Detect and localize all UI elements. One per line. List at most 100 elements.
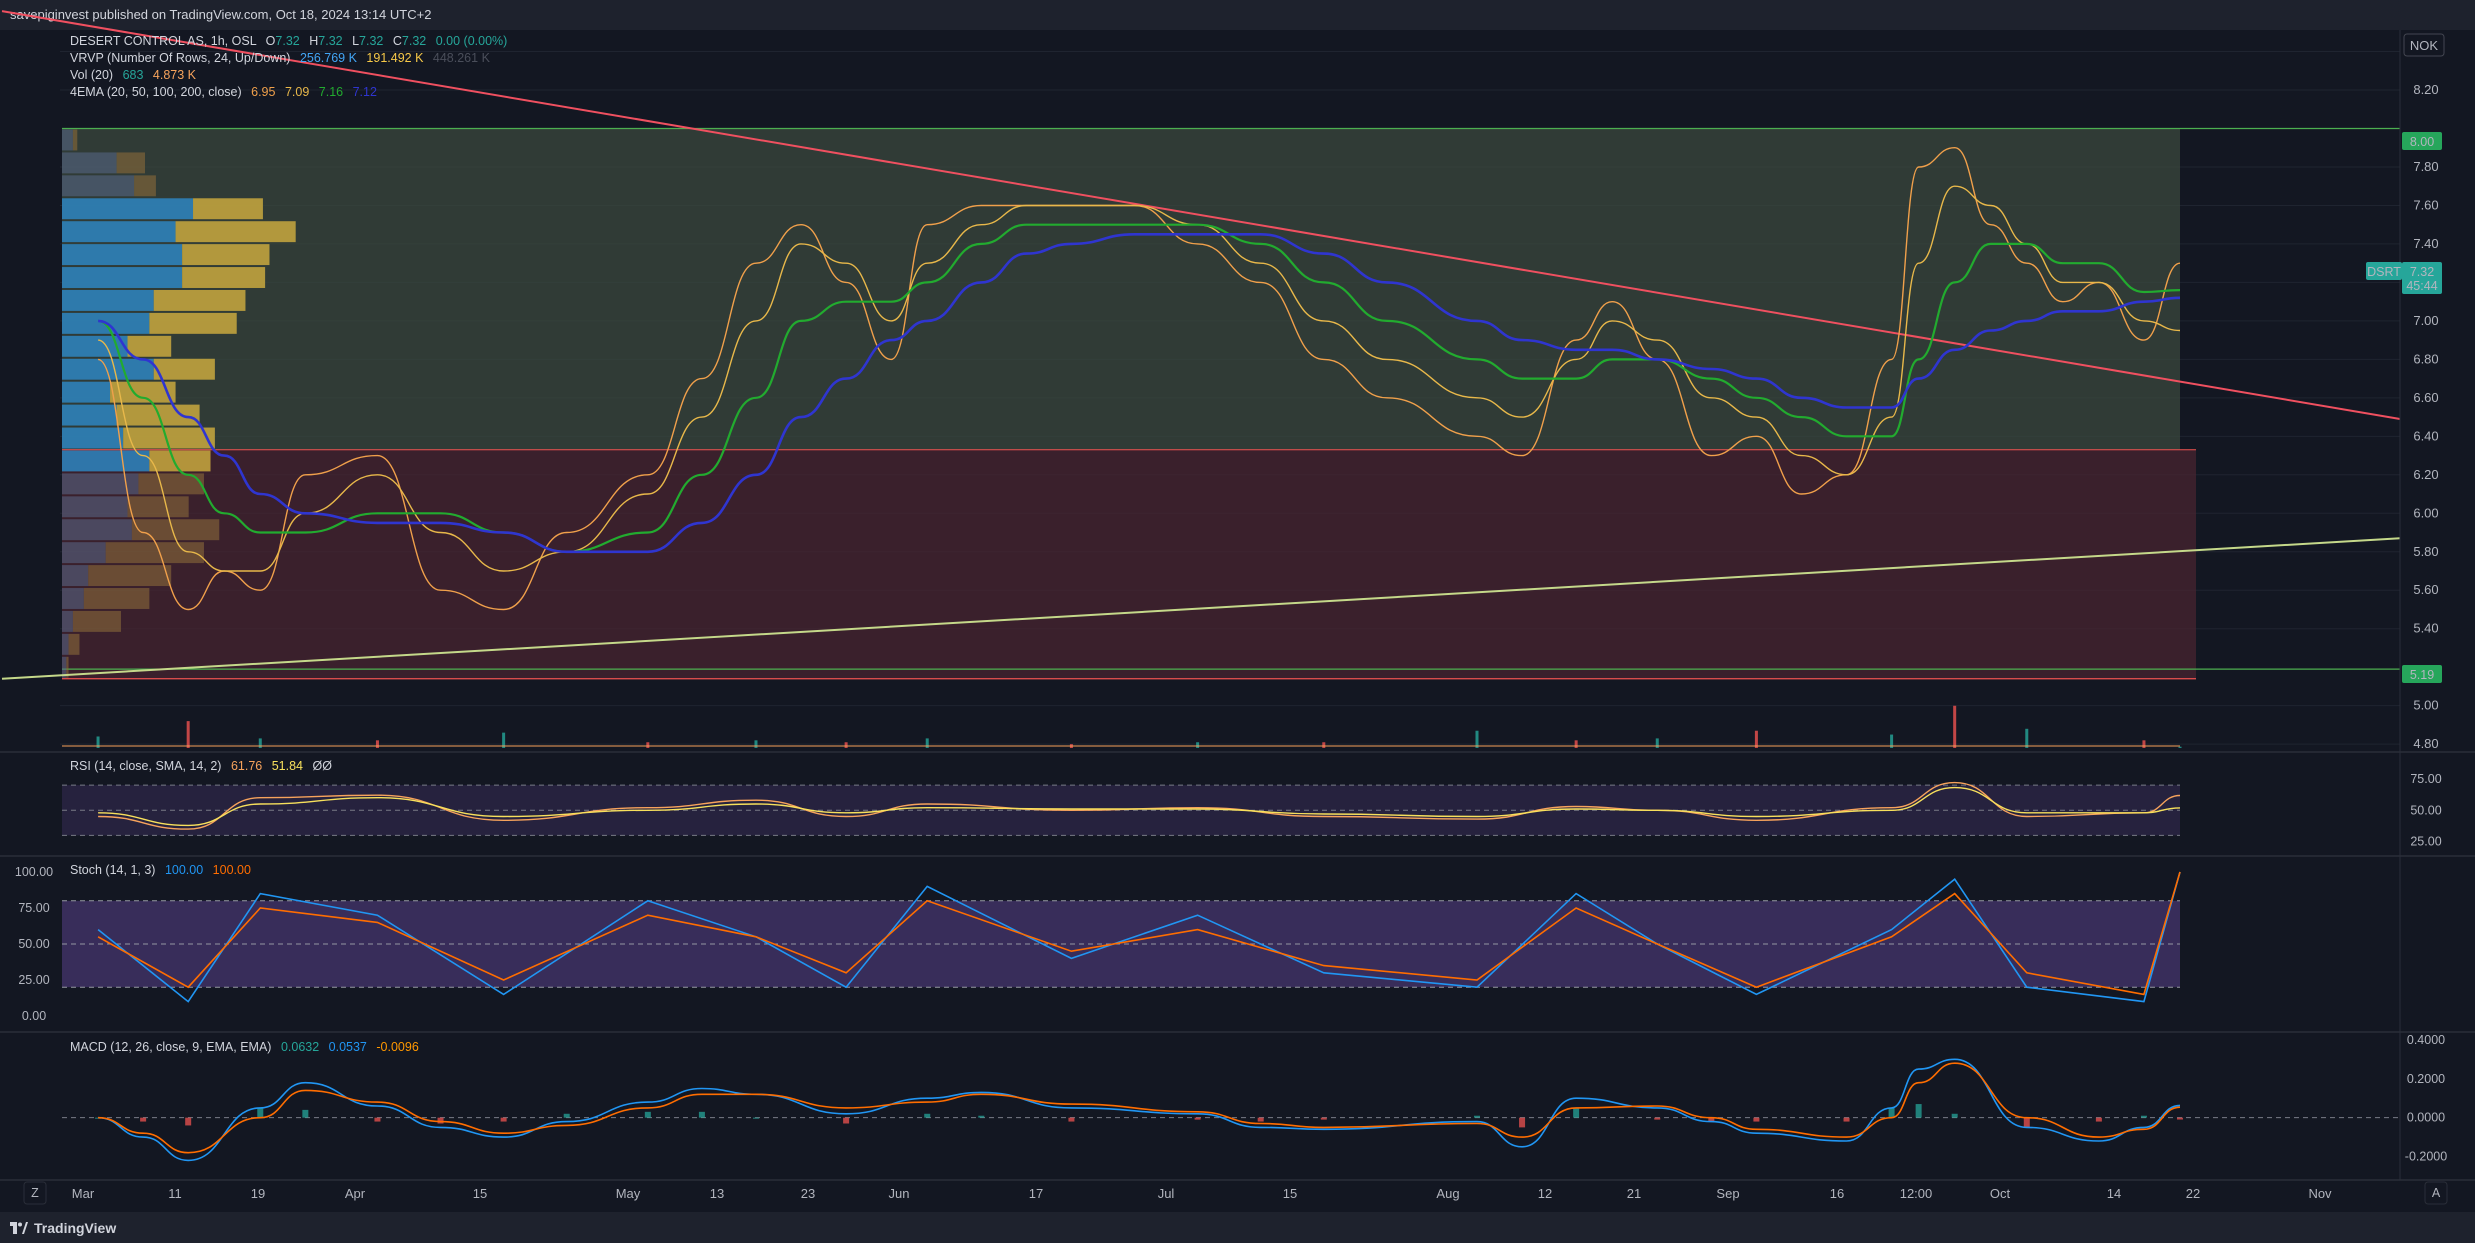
- profile-row-down: [72, 129, 78, 151]
- profile-row-up: [62, 519, 132, 541]
- profile-row-down: [149, 312, 237, 334]
- profile-row-down: [131, 519, 220, 541]
- macd-hist-bar: [500, 1117, 507, 1122]
- macd-hist-bar: [1194, 1117, 1201, 1120]
- time-tick-label: Apr: [345, 1186, 366, 1201]
- time-axis[interactable]: Mar 11 19 Apr 15 May 13 23 Jun 17 Jul 15 Aug 12 21 Sep 1…: [72, 1186, 2332, 1201]
- price-tick-label: 6.40: [2413, 428, 2438, 443]
- profile-row-down: [83, 588, 150, 609]
- macd-hist-bar: [1519, 1117, 1526, 1128]
- macd-hist-bar: [1320, 1117, 1327, 1120]
- volume-bar: [96, 736, 100, 748]
- macd-hist-bar: [1753, 1117, 1760, 1122]
- profile-row-up: [62, 542, 106, 564]
- tradingview-brand: TradingView: [34, 1220, 117, 1236]
- profile-row-up: [62, 129, 73, 151]
- profile-row-up: [62, 152, 117, 174]
- legend-macd: MACD (12, 26, close, 9, EMA, EMA) 0.0632…: [70, 1040, 419, 1054]
- volume-bar: [1574, 740, 1578, 748]
- volume-bar: [186, 721, 190, 748]
- macd-tick-label: 0.0000: [2407, 1111, 2445, 1125]
- price-tick-label: 8.20: [2413, 82, 2438, 97]
- macd-hist-bar: [1257, 1117, 1264, 1122]
- ema200-line: [97, 233, 2181, 554]
- level-tag-upper-text: 8.00: [2410, 135, 2434, 149]
- zone-resistance: [62, 128, 2180, 450]
- profile-row-down: [66, 656, 69, 678]
- time-tick-label: 17: [1029, 1186, 1043, 1201]
- profile-row-up: [62, 267, 183, 288]
- price-tag-ticker: DSRT: [2367, 265, 2401, 279]
- profile-row-down: [68, 633, 80, 655]
- legend-rsi: RSI (14, close, SMA, 14, 2) 61.76 51.84 …: [70, 759, 332, 773]
- time-tick-label: 13: [710, 1186, 724, 1201]
- time-tick-label: 15: [473, 1186, 487, 1201]
- legend-ema20: 6.95: [251, 85, 275, 99]
- price-tick-label: 6.20: [2413, 467, 2438, 482]
- time-tick-label: Mar: [72, 1186, 95, 1201]
- profile-row-up: [62, 221, 176, 243]
- profile-row-down: [88, 565, 172, 587]
- profile-row-down: [138, 473, 204, 495]
- pane-separators: [0, 30, 2475, 1181]
- level-tag-lower-text: 5.19: [2410, 668, 2434, 682]
- volume-profile: [62, 129, 296, 678]
- price-tick-label: 6.80: [2413, 351, 2438, 366]
- time-tick-label: 16: [1830, 1186, 1844, 1201]
- z-button[interactable]: Z: [23, 1181, 47, 1205]
- legend-rsi-x2: Ø: [322, 759, 332, 773]
- level-tag-upper: 8.00: [2402, 132, 2442, 150]
- ema-lines: [97, 146, 2181, 611]
- legend-ema50: 7.09: [285, 85, 309, 99]
- trendline-up: [1, 537, 2401, 680]
- profile-row-up: [62, 496, 128, 518]
- rsi-tick-label: 25.00: [2410, 835, 2441, 849]
- tradingview-logo[interactable]: TradingView: [10, 1220, 116, 1236]
- stoch-tick-label: 100.00: [15, 865, 53, 879]
- macd-hist-bar: [302, 1109, 309, 1118]
- volume-bar: [375, 740, 379, 748]
- right-price-axis[interactable]: 8.408.207.807.607.407.207.006.806.606.40…: [15, 44, 2447, 1164]
- price-tag-countdown: 45:44: [2406, 279, 2437, 293]
- svg-text:VRVP (Number Of Rows, 24, Up/D: VRVP (Number Of Rows, 24, Up/Down) 256.7…: [70, 51, 491, 65]
- time-tick-label: Jul: [1158, 1186, 1175, 1201]
- svg-text:RSI (14, close, SMA, 14, 2): RSI (14, close, SMA, 14, 2) 61.76 51.84 …: [70, 759, 332, 773]
- macd-hist-bar: [95, 1117, 102, 1119]
- price-tick-label: 5.80: [2413, 544, 2438, 559]
- top-bar: savepiginvest published on TradingView.c…: [0, 0, 2475, 30]
- profile-row-down: [153, 358, 215, 380]
- time-tick-label: Oct: [1990, 1186, 2011, 1201]
- volume-bar: [258, 738, 262, 748]
- time-tick-label: 14: [2107, 1186, 2121, 1201]
- price-tick-label: 7.40: [2413, 236, 2438, 251]
- profile-row-down: [72, 610, 121, 632]
- macd-hist-bar: [1888, 1107, 1895, 1118]
- time-tick-label: 12: [1538, 1186, 1552, 1201]
- profile-row-up: [62, 381, 111, 403]
- macd-hist-bar: [374, 1117, 381, 1122]
- legend-rsi-label: RSI (14, close, SMA, 14, 2): [70, 759, 221, 773]
- volume-bar: [1655, 738, 1659, 748]
- a-button[interactable]: A: [2424, 1181, 2448, 1205]
- legend-o: 7.32: [275, 34, 299, 48]
- legend-vol-label: Vol (20): [70, 68, 113, 82]
- time-tick-label: 12:00: [1900, 1186, 1933, 1201]
- legend-macd-label: MACD (12, 26, close, 9, EMA, EMA): [70, 1040, 271, 1054]
- macd-hist-bar: [978, 1115, 985, 1118]
- currency-button[interactable]: NOK: [2403, 33, 2445, 57]
- zone-support: [62, 449, 2196, 679]
- ema20-line: [97, 146, 2181, 611]
- currency-label: NOK: [2410, 38, 2439, 53]
- legend-c: 7.32: [402, 34, 426, 48]
- svg-text:Vol (20) 683 4.873: Vol (20) 683 4.873 K: [70, 68, 197, 82]
- legend-vrvp-down: 191.492 K: [366, 51, 424, 65]
- profile-row-up: [62, 610, 73, 632]
- a-button-label: A: [2432, 1186, 2441, 1200]
- profile-row-down: [182, 244, 270, 266]
- stoch-tick-label: 0.00: [22, 1009, 46, 1023]
- time-tick-label: May: [616, 1186, 641, 1201]
- level-tag-lower: 5.19: [2402, 665, 2442, 683]
- volume-bar: [2142, 740, 2146, 748]
- profile-row-down: [110, 381, 176, 403]
